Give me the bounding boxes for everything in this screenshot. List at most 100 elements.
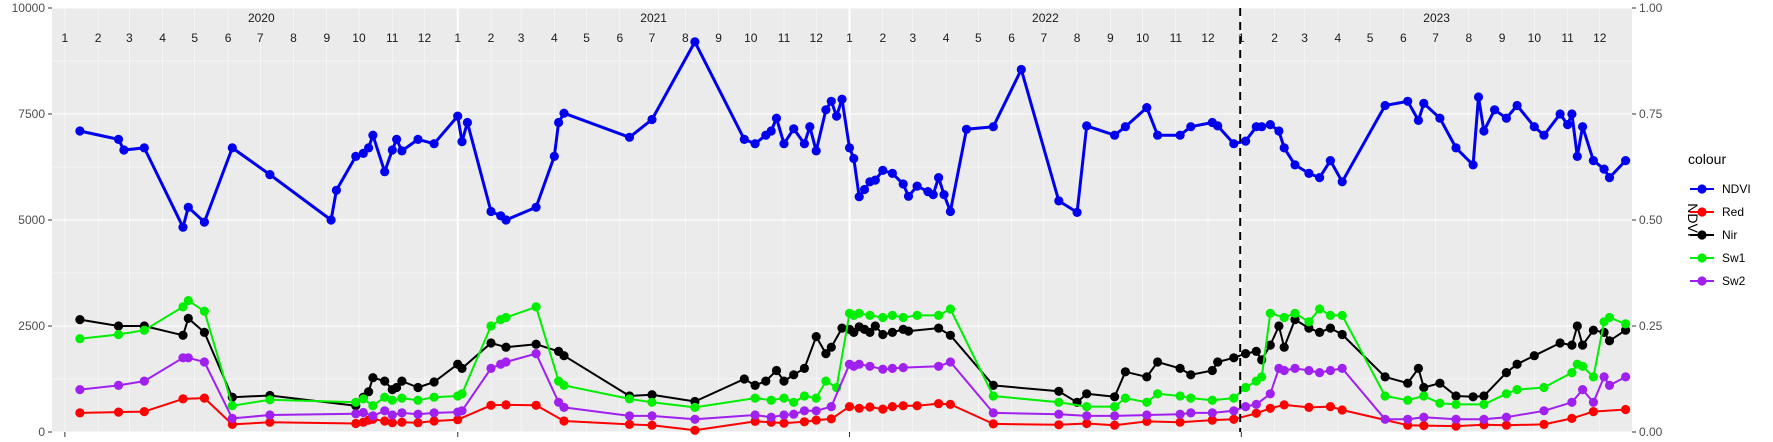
data-point-red	[854, 403, 864, 413]
data-point-sw2	[1229, 406, 1239, 416]
data-point-red	[844, 402, 855, 412]
data-point-sw1	[1539, 382, 1549, 393]
data-point-red	[1251, 408, 1261, 418]
data-point-sw1	[351, 397, 361, 407]
data-point-ndvi	[453, 111, 463, 121]
data-point-ndvi	[265, 170, 275, 180]
data-point-ndvi	[1279, 143, 1289, 153]
data-point-ndvi	[392, 134, 402, 144]
series-line-nir	[79, 317, 1627, 407]
data-point-red	[1110, 420, 1120, 430]
data-point-sw2	[183, 353, 193, 363]
data-point-sw2	[1403, 414, 1413, 424]
data-point-sw2	[811, 406, 821, 416]
data-point-ndvi	[1120, 122, 1130, 132]
data-point-sw1	[1120, 393, 1130, 403]
data-point-red	[865, 402, 875, 412]
data-point-sw2	[750, 410, 760, 420]
data-point-ndvi	[1110, 130, 1120, 140]
data-point-nir	[429, 377, 439, 387]
data-point-sw2	[878, 364, 888, 374]
data-point-ndvi	[1274, 126, 1284, 136]
data-point-sw1	[1153, 389, 1163, 399]
data-point-ndvi	[1186, 122, 1196, 132]
data-point-ndvi	[1572, 151, 1582, 161]
data-point-ndvi	[1175, 130, 1185, 140]
data-point-nir	[1241, 349, 1251, 359]
data-point-nir	[934, 323, 944, 333]
data-point-ndvi	[1539, 130, 1549, 140]
data-point-sw1	[750, 393, 760, 403]
data-point-ndvi	[1501, 113, 1511, 123]
data-point-ndvi	[859, 184, 870, 195]
month-label: 3	[909, 31, 916, 45]
data-point-red	[811, 415, 821, 425]
data-point-ndvi	[1380, 100, 1390, 111]
data-point-ndvi	[870, 175, 880, 185]
series-line-sw1	[79, 299, 1626, 409]
data-point-red	[1501, 420, 1511, 430]
data-point-ndvi	[368, 130, 378, 140]
data-point-red	[934, 399, 944, 409]
data-point-sw2	[531, 349, 541, 359]
data-point-ndvi	[826, 96, 836, 106]
data-point-sw1	[1567, 368, 1577, 378]
data-point-red	[1337, 405, 1347, 415]
data-point-sw1	[854, 308, 864, 318]
month-label: 8	[290, 31, 297, 45]
data-point-red	[988, 419, 998, 429]
data-point-nir	[887, 327, 898, 337]
data-point-sw2	[1054, 409, 1064, 419]
data-point-ndvi	[939, 190, 949, 200]
data-point-sw1	[501, 312, 511, 323]
data-point-ndvi	[1529, 122, 1539, 132]
data-point-sw1	[766, 395, 776, 405]
data-point-sw1	[1588, 372, 1598, 382]
data-point-red	[1054, 420, 1064, 430]
data-point-red	[1539, 419, 1549, 429]
y-right-axis-title: NDVI	[1685, 203, 1701, 236]
data-point-ndvi	[832, 111, 842, 121]
data-point-red	[1207, 415, 1217, 425]
data-point-sw2	[1304, 365, 1314, 376]
data-point-sw1	[380, 392, 390, 402]
month-label: 6	[616, 31, 623, 45]
data-point-nir	[364, 387, 374, 397]
data-point-nir	[811, 332, 821, 342]
data-point-red	[113, 407, 124, 417]
data-point-ndvi	[624, 132, 635, 142]
data-point-nir	[761, 376, 771, 386]
data-point-sw1	[1403, 395, 1413, 405]
data-point-sw1	[1054, 397, 1064, 407]
data-point-ndvi	[1468, 160, 1478, 170]
month-label: 9	[715, 31, 722, 45]
month-label: 9	[323, 31, 330, 45]
y-left-tick-label: 10000	[12, 1, 46, 15]
data-point-ndvi	[844, 143, 855, 153]
data-point-nir	[1567, 340, 1577, 350]
data-point-sw1	[387, 395, 397, 405]
data-point-nir	[1265, 340, 1275, 350]
data-point-sw2	[486, 363, 496, 373]
data-point-ndvi	[1213, 121, 1223, 131]
data-point-red	[1419, 421, 1429, 431]
data-point-sw1	[1082, 402, 1092, 412]
month-label: 6	[1400, 31, 1407, 45]
data-point-ndvi	[227, 143, 237, 153]
data-point-red	[1175, 417, 1185, 427]
data-point-ndvi	[183, 202, 193, 212]
data-point-red	[1279, 400, 1289, 410]
data-point-nir	[1403, 378, 1413, 388]
data-point-ndvi	[1072, 207, 1082, 217]
data-point-red	[531, 400, 541, 410]
data-point-ndvi	[854, 192, 864, 202]
data-point-ndvi	[549, 151, 559, 161]
month-label: 1	[454, 31, 461, 45]
data-point-sw2	[1539, 406, 1549, 416]
year-label: 2020	[248, 11, 275, 25]
data-point-nir	[1229, 353, 1239, 363]
data-point-sw1	[912, 310, 922, 320]
month-label: 7	[1432, 31, 1439, 45]
data-point-ndvi	[1512, 100, 1522, 111]
month-label: 10	[1528, 31, 1542, 45]
